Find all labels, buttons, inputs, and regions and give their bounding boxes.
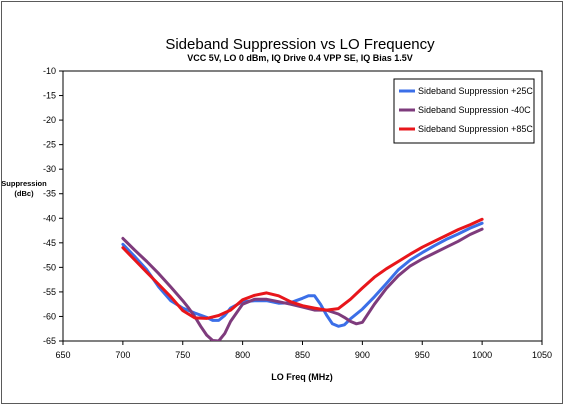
- chart-subtitle: VCC 5V, LO 0 dBm, IQ Drive 0.4 VPP SE, I…: [187, 53, 413, 63]
- y-tick-label: -10: [43, 66, 56, 76]
- series-line-2: [121, 227, 484, 341]
- legend-label-1: Sideband Suppression +25C: [418, 86, 533, 96]
- y-tick-label: -30: [43, 164, 56, 174]
- y-tick-label: -20: [43, 115, 56, 125]
- x-tick-label: 1050: [532, 350, 552, 360]
- y-tick-label: -40: [43, 213, 56, 223]
- legend-label-3: Sideband Suppression +85C: [418, 124, 533, 134]
- y-tick-label: -50: [43, 262, 56, 272]
- y-tick-label: -35: [43, 189, 56, 199]
- y-axis-label-line1: Suppression: [1, 179, 47, 188]
- y-tick-label: -25: [43, 140, 56, 150]
- y-axis-label-line2: (dBc): [14, 189, 34, 198]
- y-tick-label: -15: [43, 91, 56, 101]
- legend-box: [393, 78, 535, 144]
- y-axis: -10 -15 -20 -25 -30 -35 -40 -45 -50 -55 -60 -65: [43, 66, 63, 346]
- y-tick-label: -45: [43, 238, 56, 248]
- series-line-1: [121, 221, 484, 328]
- x-axis: 650 700 750 800 850 900 950 1000 1050: [55, 341, 552, 360]
- series-lines: [121, 217, 484, 341]
- x-tick-label: 750: [175, 350, 190, 360]
- x-tick-label: 700: [115, 350, 130, 360]
- chart-title: Sideband Suppression vs LO Frequency: [165, 36, 435, 53]
- series-line-3: [121, 217, 484, 320]
- x-tick-label: 650: [55, 350, 70, 360]
- legend: Sideband Suppression +25C Sideband Suppre…: [393, 78, 535, 144]
- y-tick-label: -55: [43, 287, 56, 297]
- x-tick-label: 850: [295, 350, 310, 360]
- x-axis-label: LO Freq (MHz): [271, 372, 333, 382]
- x-tick-label: 800: [235, 350, 250, 360]
- x-tick-label: 1000: [472, 350, 492, 360]
- x-tick-label: 950: [415, 350, 430, 360]
- x-tick-label: 900: [355, 350, 370, 360]
- legend-label-2: Sideband Suppression -40C: [418, 105, 531, 115]
- y-tick-label: -60: [43, 311, 56, 321]
- y-tick-label: -65: [43, 336, 56, 346]
